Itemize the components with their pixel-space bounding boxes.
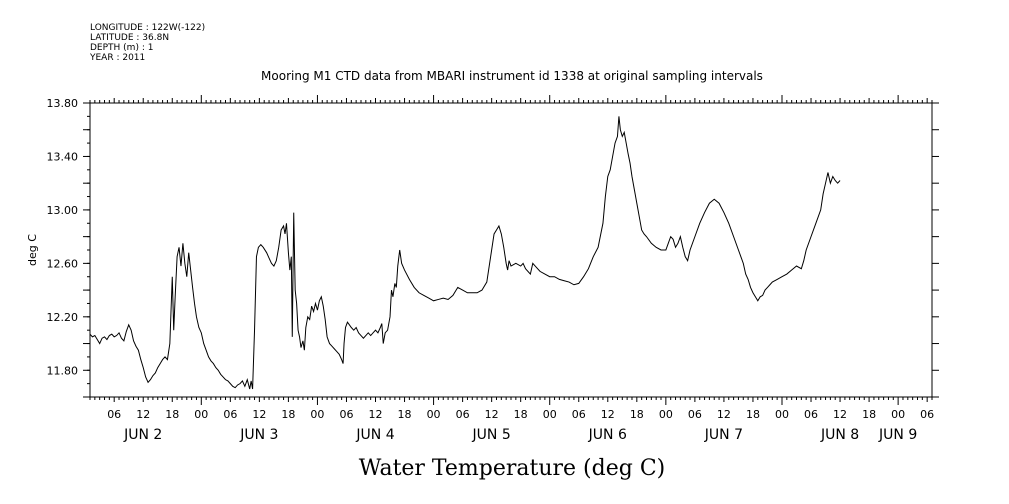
y-tick-label: 13.00 <box>47 204 79 217</box>
metadata-latitude: LATITUDE : 36.8N <box>90 33 169 43</box>
x-tick-label: 18 <box>862 408 876 421</box>
y-axis-label: deg C <box>26 234 39 266</box>
x-tick-label: 00 <box>775 408 789 421</box>
y-tick-label: 11.80 <box>47 364 79 377</box>
x-tick-label: 18 <box>630 408 644 421</box>
x-day-label: JUN 5 <box>472 427 511 443</box>
x-day-label: JUN 6 <box>588 427 627 443</box>
x-tick-label: 12 <box>485 408 499 421</box>
y-tick-label: 13.40 <box>47 150 79 163</box>
x-tick-label: 06 <box>339 408 353 421</box>
x-axis-title: Water Temperature (deg C) <box>359 456 666 481</box>
x-tick-label: 00 <box>891 408 905 421</box>
x-day-label: JUN 3 <box>239 427 278 443</box>
x-tick-label: 12 <box>369 408 383 421</box>
x-day-label: JUN 8 <box>820 427 859 443</box>
x-tick-label: 06 <box>572 408 586 421</box>
x-tick-label: 00 <box>427 408 441 421</box>
x-tick-label: 00 <box>543 408 557 421</box>
x-tick-label: 12 <box>833 408 847 421</box>
x-tick-label: 18 <box>165 408 179 421</box>
x-tick-label: 06 <box>223 408 237 421</box>
x-tick-label: 12 <box>601 408 615 421</box>
metadata-year: YEAR : 2011 <box>89 53 145 63</box>
x-tick-label: 06 <box>920 408 934 421</box>
x-tick-label: 00 <box>659 408 673 421</box>
x-tick-label: 18 <box>514 408 528 421</box>
x-tick-label: 12 <box>136 408 150 421</box>
x-tick-label: 00 <box>310 408 324 421</box>
x-tick-label: 06 <box>107 408 121 421</box>
series-layer <box>89 116 841 390</box>
metadata-depth: DEPTH (m) : 1 <box>90 43 153 53</box>
y-tick-label: 12.60 <box>47 257 79 270</box>
x-day-label: JUN 4 <box>355 427 394 443</box>
x-day-label: JUN 9 <box>878 427 917 443</box>
x-day-label: JUN 7 <box>704 427 743 443</box>
chart-title: Mooring M1 CTD data from MBARI instrumen… <box>261 69 763 83</box>
y-tick-label: 13.80 <box>47 97 79 110</box>
x-tick-label: 12 <box>717 408 731 421</box>
x-axis: 06 12 18 00 06 12 18 00 06 12 18 00 06 12 18 00 06 12 18 00… <box>89 95 934 443</box>
x-tick-label: 00 <box>194 408 208 421</box>
x-tick-label: 18 <box>746 408 760 421</box>
x-tick-label: 18 <box>398 408 412 421</box>
y-tick-label: 12.20 <box>47 311 79 324</box>
x-tick-label: 06 <box>804 408 818 421</box>
x-day-label: JUN 2 <box>123 427 162 443</box>
x-tick-label: 06 <box>688 408 702 421</box>
y-axis: 11.80 12.20 12.60 13.00 13.40 13.80 <box>47 97 939 398</box>
metadata-longitude: LONGITUDE : 122W(-122) <box>90 23 205 33</box>
series-line-water-temperature <box>89 116 841 390</box>
metadata-block: LONGITUDE : 122W(-122) LATITUDE : 36.8N … <box>89 23 205 63</box>
x-tick-label: 18 <box>281 408 295 421</box>
x-tick-label: 12 <box>252 408 266 421</box>
x-tick-label: 06 <box>456 408 470 421</box>
